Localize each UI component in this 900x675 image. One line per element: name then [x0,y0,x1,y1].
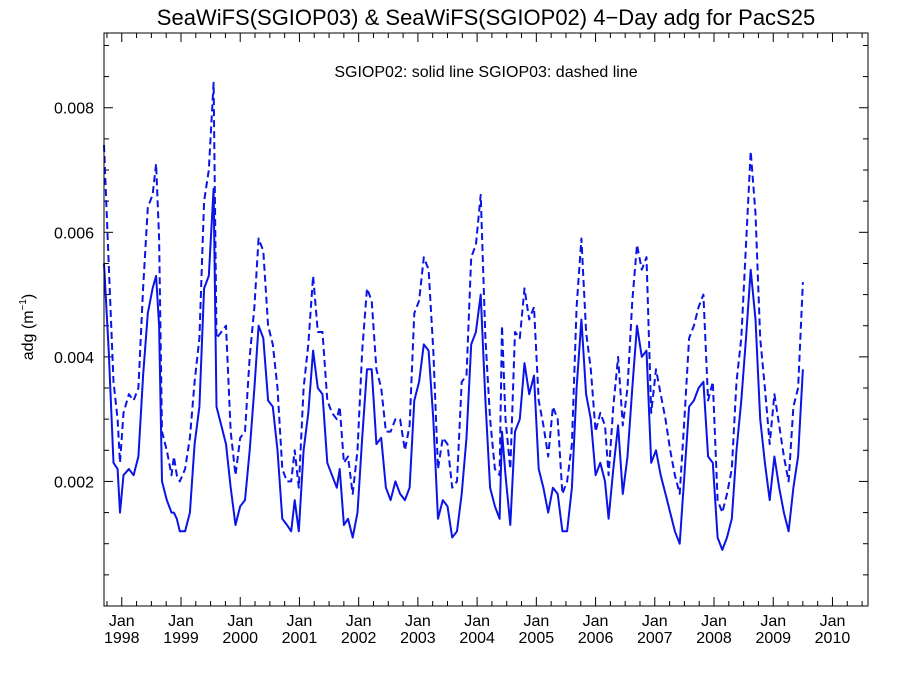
x-tick-year: 2001 [282,630,318,647]
x-tick-year: 2009 [755,630,791,647]
svg-text:adg (m−1): adg (m−1) [18,294,37,361]
x-tick-year: 2002 [341,630,377,647]
sgiop03-dashed-line [103,81,804,514]
series-lines [103,81,804,551]
x-tick-month: Jan [523,613,549,630]
x-tick-year: 2004 [459,630,495,647]
x-tick-month: Jan [346,613,372,630]
x-tick-month: Jan [760,613,786,630]
x-tick-year: 2003 [400,630,436,647]
x-tick-month: Jan [583,613,609,630]
x-tick-year: 2000 [222,630,258,647]
y-axis-title-text: adg (m [20,310,37,360]
x-tick-year: 2007 [637,630,673,647]
chart-title: SeaWiFS(SGIOP03) & SeaWiFS(SGIOP02) 4−Da… [157,5,815,30]
y-axis-title: adg (m−1) [18,294,37,361]
x-tick-year: 2008 [696,630,732,647]
x-tick-year: 2005 [519,630,555,647]
x-tick-year: 1999 [163,630,199,647]
plot-frame [103,32,869,607]
x-tick-month: Jan [227,613,253,630]
x-tick-month: Jan [168,613,194,630]
sgiop02-solid-line [103,187,804,551]
y-axis-title-close: ) [20,294,37,299]
x-axis-ticks: Jan1998Jan1999Jan2000Jan2001Jan2002Jan20… [104,33,863,647]
x-tick-month: Jan [820,613,846,630]
x-tick-month: Jan [287,613,313,630]
y-tick-label: 0.008 [54,101,94,118]
x-tick-month: Jan [701,613,727,630]
x-tick-year: 2010 [815,630,851,647]
y-tick-label: 0.006 [54,225,94,242]
x-tick-year: 2006 [578,630,614,647]
y-tick-label: 0.004 [54,350,94,367]
x-tick-month: Jan [642,613,668,630]
x-tick-month: Jan [405,613,431,630]
x-tick-year: 1998 [104,630,140,647]
line-style-annotation: SGIOP02: solid line SGIOP03: dashed line [334,64,637,81]
y-tick-label: 0.002 [54,474,94,491]
y-axis-title-superscript: −1 [18,299,29,311]
y-axis-ticks: 0.002 0.004 0.006 0.008 [54,44,868,576]
x-tick-month: Jan [464,613,490,630]
x-tick-month: Jan [109,613,135,630]
